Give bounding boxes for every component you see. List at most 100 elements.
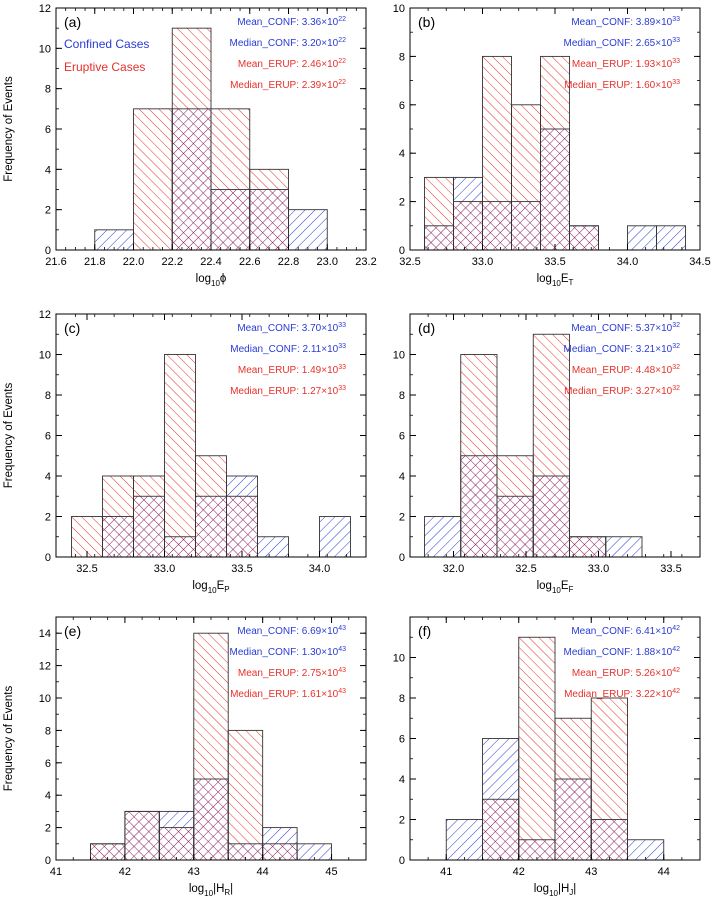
stat-eruptive-2: Mean_ERUP: 2.75×1043: [238, 667, 346, 679]
x-tick-label: 34.0: [309, 563, 330, 575]
stat-eruptive-2: Mean_ERUP: 1.93×1033: [572, 58, 680, 70]
stat-confined-1: Median_CONF: 3.21×1032: [564, 343, 681, 355]
y-tick-label: 10: [393, 350, 405, 362]
histogram-panel-6: 41 42 43 44 0 2 4 6 8 10 (f) log10|HJ| Mean_CONF: 6.…: [393, 616, 701, 897]
overlap-bar-cross-2: [133, 496, 165, 557]
x-axis-label: log10|HR|: [189, 883, 233, 897]
stat-confined-0: Mean_CONF: 3.70×1033: [237, 322, 346, 334]
x-tick-label: 33.5: [544, 256, 565, 268]
x-tick-label: 22.4: [200, 256, 221, 268]
y-tick-label: 2: [399, 512, 405, 524]
confined-bar-excess-6: [257, 536, 289, 557]
confined-bar-excess-7: [627, 225, 657, 250]
confined-bar-excess-0: [424, 516, 461, 557]
overlap-bar-cross-2: [497, 496, 534, 557]
x-axis-label: log10EF: [537, 580, 574, 595]
overlap-bar-cross-3: [555, 779, 592, 860]
histogram-panel-4: 32.0 32.5 33.0 33.5 0 2 4 6 8 10 (d) log10EF Mean_CO…: [393, 313, 701, 595]
overlap-bar-cross-2: [159, 827, 194, 860]
eruptive-bar-excess-2: [133, 476, 165, 497]
confined-bar-excess-8: [319, 516, 351, 557]
x-tick-label: 42: [119, 866, 131, 878]
overlap-bar-cross-0: [424, 225, 454, 250]
eruptive-bar-excess-3: [211, 108, 250, 190]
overlap-bar-cross-1: [124, 811, 160, 860]
x-tick-label: 44: [257, 866, 269, 878]
y-tick-label: 10: [39, 693, 51, 705]
x-tick-label: 34.0: [617, 256, 638, 268]
eruptive-bar-excess-0: [424, 177, 454, 226]
stat-eruptive-2: Mean_ERUP: 4.48×1032: [572, 364, 680, 376]
overlap-bar-cross-4: [591, 819, 628, 860]
x-tick-label: 33.0: [472, 256, 493, 268]
y-tick-label: 4: [45, 164, 51, 176]
x-tick-label: 32.5: [76, 563, 97, 575]
eruptive-bar-excess-3: [511, 104, 541, 202]
overlap-bar-cross-3: [193, 779, 229, 860]
eruptive-bar-excess-3: [533, 334, 570, 476]
y-tick-label: 10: [39, 43, 51, 55]
overlap-bar-cross-2: [518, 839, 555, 860]
overlap-bar-cross-4: [540, 129, 570, 250]
stat-eruptive-3: Median_ERUP: 1.27×1033: [230, 385, 346, 397]
stat-eruptive-3: Median_ERUP: 2.39×1022: [230, 79, 346, 91]
overlap-bar-cross-1: [453, 201, 483, 250]
y-axis-label: Frequency of Events: [3, 76, 15, 182]
stat-eruptive-3: Median_ERUP: 1.61×1043: [230, 688, 346, 700]
y-tick-label: 0: [399, 552, 405, 564]
stat-eruptive-2: Mean_ERUP: 1.49×1033: [238, 364, 346, 376]
y-tick-label: 6: [45, 758, 51, 770]
histogram-panel-5: 41 42 43 44 45 0 2 4 6 8 10 12 14 (e) log10|HR| Frequen…: [3, 616, 367, 897]
y-tick-label: 2: [399, 197, 405, 209]
stat-eruptive-3: Median_ERUP: 1.60×1033: [564, 79, 680, 91]
y-tick-label: 2: [45, 512, 51, 524]
y-tick-label: 0: [45, 552, 51, 564]
eruptive-bar-excess-1: [460, 354, 497, 456]
y-tick-label: 8: [45, 725, 51, 737]
overlap-bar-cross-0: [90, 843, 125, 860]
x-tick-label: 23.0: [317, 256, 338, 268]
stat-confined-1: Median_CONF: 2.11×1033: [230, 343, 346, 355]
eruptive-bar-excess-3: [193, 633, 229, 779]
panel-label: (f): [418, 623, 431, 639]
x-tick-label: 41: [50, 866, 62, 878]
confined-bar-excess-0: [446, 819, 483, 860]
stat-confined-1: Median_CONF: 1.30×1043: [230, 646, 347, 658]
overlap-bar-cross-1: [460, 455, 497, 557]
x-tick-label: 34.5: [689, 256, 710, 268]
x-tick-label: 21.6: [45, 256, 66, 268]
confined-bar-excess-5: [627, 839, 664, 860]
overlap-bar-cross-1: [482, 799, 519, 860]
stat-eruptive-3: Median_ERUP: 3.22×1042: [564, 688, 680, 700]
x-tick-label: 22.6: [239, 256, 260, 268]
overlap-bar-cross-4: [569, 536, 606, 557]
y-tick-label: 12: [39, 661, 51, 673]
y-tick-label: 4: [399, 471, 405, 483]
overlap-bar-cross-3: [164, 536, 196, 557]
x-tick-label: 44: [658, 866, 670, 878]
y-tick-label: 8: [399, 693, 405, 705]
stat-eruptive-3: Median_ERUP: 3.27×1032: [564, 385, 680, 397]
overlap-bar-cross-5: [569, 225, 599, 250]
overlap-bar-cross-2: [482, 201, 512, 250]
y-tick-label: 4: [399, 148, 405, 160]
panel-label: (d): [418, 320, 435, 336]
eruptive-bar-excess-4: [591, 698, 628, 820]
histogram-panel-3: 32.5 33.0 33.5 34.0 0 2 4 6 8 10 12 (c) log10EP Frequ…: [3, 309, 367, 595]
x-tick-label: 33.5: [231, 563, 252, 575]
y-tick-label: 10: [393, 653, 405, 665]
eruptive-bar-excess-0: [71, 516, 103, 557]
stat-confined-0: Mean_CONF: 6.69×1043: [237, 625, 346, 637]
x-tick-label: 32.5: [515, 563, 536, 575]
overlap-bar-cross-3: [533, 476, 570, 557]
overlap-bar-cross-4: [228, 843, 263, 860]
x-tick-label: 21.8: [84, 256, 105, 268]
eruptive-bar-excess-4: [228, 730, 263, 844]
y-tick-label: 6: [399, 100, 405, 112]
eruptive-bar-excess-2: [172, 28, 211, 109]
stat-confined-0: Mean_CONF: 3.36×1022: [237, 16, 346, 28]
y-tick-label: 4: [45, 471, 51, 483]
panel-label: (a): [64, 14, 81, 30]
legend-eruptive: Eruptive Cases: [64, 60, 145, 74]
